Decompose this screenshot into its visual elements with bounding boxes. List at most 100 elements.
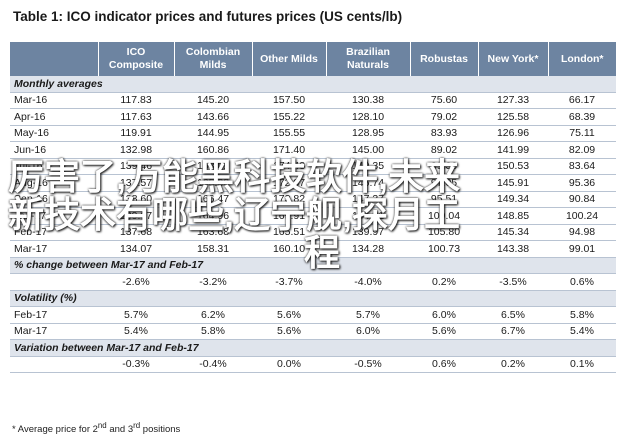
value-cell: 145.00 [326,141,410,159]
value-cell: 128.10 [326,108,410,126]
value-cell: 145.20 [174,92,252,109]
value-cell: -0.3% [98,356,174,373]
value-cell: 143.66 [174,108,252,126]
table-row: May-16 119.91 144.95 155.55 128.95 83.93 126.9… [10,125,616,142]
value-cell: 117.63 [98,108,174,126]
value-cell: 66.17 [548,92,616,109]
value-cell: 105.80 [410,224,478,241]
footnote: * Average price for 2nd and 3rd position… [12,421,180,435]
value-cell: 94.98 [548,224,616,241]
value-cell: 158.31 [174,240,252,258]
value-cell: 0.6% [548,273,616,291]
table-row: Mar-16 117.83 145.20 157.50 130.38 75.60 127.3… [10,92,616,109]
value-cell: -3.5% [478,273,548,291]
value-cell: 5.8% [548,306,616,324]
section-heading: Monthly averages [10,76,616,93]
value-cell: 0.2% [478,356,548,373]
row-label: Jul-16 [10,158,98,175]
value-cell: 143.38 [478,240,548,258]
section-header-row: % change between Mar-17 and Feb-17 [10,257,616,274]
value-cell: 144.61 [326,207,410,225]
value-cell: 6.0% [326,323,410,340]
value-cell: 6.0% [410,306,478,324]
value-cell: 173.82 [252,191,326,208]
value-cell: 6.7% [478,323,548,340]
value-cell: 149.34 [478,191,548,208]
value-cell: 89.02 [410,141,478,159]
section-heading: Variation between Mar-17 and Feb-17 [10,339,616,357]
value-cell: 5.4% [548,323,616,340]
table-title: Table 1: ICO indicator prices and future… [13,9,403,24]
value-cell: 157.50 [252,92,326,109]
value-cell: 5.4% [98,323,174,340]
value-cell: 83.64 [548,158,616,175]
value-cell: 134.28 [326,240,410,258]
value-cell: 5.6% [410,323,478,340]
value-cell: 139.46 [98,158,174,175]
table-row: Apr-16 117.63 143.66 155.22 128.10 79.02 125.5… [10,108,616,126]
value-cell: 169.91 [252,207,326,225]
section-heading: % change between Mar-17 and Feb-17 [10,257,616,274]
value-cell: 95.36 [548,174,616,192]
value-cell: 165.51 [252,224,326,241]
value-cell: 89.36 [410,158,478,175]
value-cell: 160.10 [252,240,326,258]
row-label: Aug-16 [10,174,98,192]
header-london: London* [548,42,616,76]
value-cell: 138.60 [98,191,174,208]
value-cell: -0.4% [174,356,252,373]
row-label: Jan-17 [10,207,98,225]
value-cell: 75.11 [548,125,616,142]
table-row: -0.3% -0.4% 0.0% -0.5% 0.6% 0.2% 0.1% [10,356,616,373]
value-cell: -4.0% [326,273,410,291]
value-cell: 68.39 [548,108,616,126]
value-cell: 79.02 [410,108,478,126]
value-cell: 0.1% [548,356,616,373]
row-label: Sep-16 [10,191,98,208]
value-cell: 117.83 [98,92,174,109]
price-table: ICO Composite Colombian Milds Other Mild… [10,42,616,373]
value-cell: 144.95 [174,125,252,142]
header-other-milds: Other Milds [252,42,327,76]
section-header-row: Monthly averages [10,76,616,93]
value-cell: 146.74 [326,174,410,192]
table-row: Jun-16 132.98 160.86 171.40 145.00 89.02 141.9… [10,141,616,159]
value-cell: 97.05 [410,174,478,192]
header-robustas: Robustas [410,42,479,76]
header-new-york: New York* [478,42,549,76]
value-cell: 100.24 [548,207,616,225]
table-row: -2.6% -3.2% -3.7% -4.0% 0.2% -3.5% 0.6% [10,273,616,291]
table-row: Mar-17 5.4% 5.8% 5.6% 6.0% 5.6% 6.7% 5.4% [10,323,616,340]
value-cell: 90.84 [548,191,616,208]
value-cell: 130.38 [326,92,410,109]
value-cell: 172.87 [252,174,326,192]
value-cell: 75.60 [410,92,478,109]
value-cell: 6.5% [478,306,548,324]
value-cell: 141.99 [478,141,548,159]
table-row: Jul-16 139.46 168.01 174.43 149.35 89.36 150.5… [10,158,616,175]
row-label [10,356,98,373]
table-row: Feb-17 5.7% 6.2% 5.6% 5.7% 6.0% 6.5% 5.8% [10,306,616,324]
value-cell: 6.2% [174,306,252,324]
value-cell: 127.33 [478,92,548,109]
value-cell: 171.40 [252,141,326,159]
value-cell: 168.01 [174,158,252,175]
row-label [10,273,98,291]
section-header-row: Volatility (%) [10,290,616,307]
value-cell: -2.6% [98,273,174,291]
row-label: Mar-16 [10,92,98,109]
value-cell: 145.34 [478,224,548,241]
row-label: Jun-16 [10,141,98,159]
section-header-row: Variation between Mar-17 and Feb-17 [10,339,616,357]
value-cell: 0.0% [252,356,326,373]
header-ico-composite: ICO Composite [98,42,175,76]
value-cell: 145.91 [478,174,548,192]
section-heading: Volatility (%) [10,290,616,307]
row-label: Feb-17 [10,306,98,324]
header-label-cell [10,42,99,76]
value-cell: 128.95 [326,125,410,142]
value-cell: 155.55 [252,125,326,142]
value-cell: 5.7% [326,306,410,324]
value-cell: 137.57 [98,174,174,192]
header-brazilian-naturals: Brazilian Naturals [326,42,411,76]
